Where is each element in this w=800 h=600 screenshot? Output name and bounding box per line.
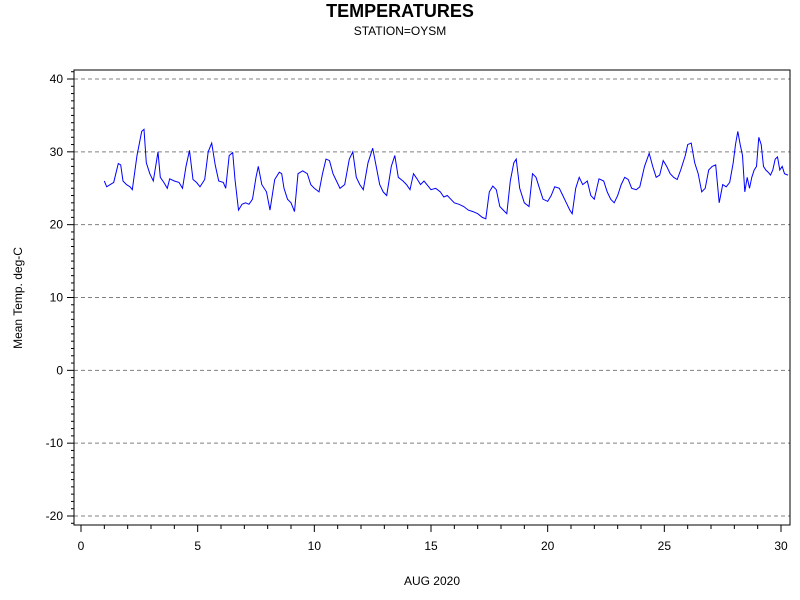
chart-title: TEMPERATURES: [326, 1, 474, 21]
x-tick-label: 15: [424, 539, 438, 553]
y-axis-label: Mean Temp. deg-C: [11, 247, 25, 349]
y-tick-label: 30: [50, 145, 64, 159]
series-line-mean-temp: [103, 128, 789, 220]
x-axis-ticks: 0 5 10 15 20 25 30: [78, 525, 788, 553]
x-tick-label: 25: [658, 539, 672, 553]
y-tick-label: -10: [46, 436, 64, 450]
grid-lines: [74, 78, 790, 517]
chart-subtitle: STATION=OYSM: [353, 24, 447, 38]
x-tick-label: 30: [774, 539, 788, 553]
x-tick-label: 0: [78, 539, 85, 553]
y-axis-ticks: -20 -10 0 10 20 30 40: [46, 71, 74, 524]
x-tick-label: 10: [308, 539, 322, 553]
x-tick-label: 20: [541, 539, 555, 553]
y-tick-label: 20: [50, 218, 64, 232]
y-tick-label: 40: [50, 72, 64, 86]
y-tick-label: 10: [50, 291, 64, 305]
y-tick-label: 0: [56, 363, 63, 377]
x-axis-label: AUG 2020: [404, 574, 460, 588]
y-tick-label: -20: [46, 509, 64, 523]
x-tick-label: 5: [194, 539, 201, 553]
